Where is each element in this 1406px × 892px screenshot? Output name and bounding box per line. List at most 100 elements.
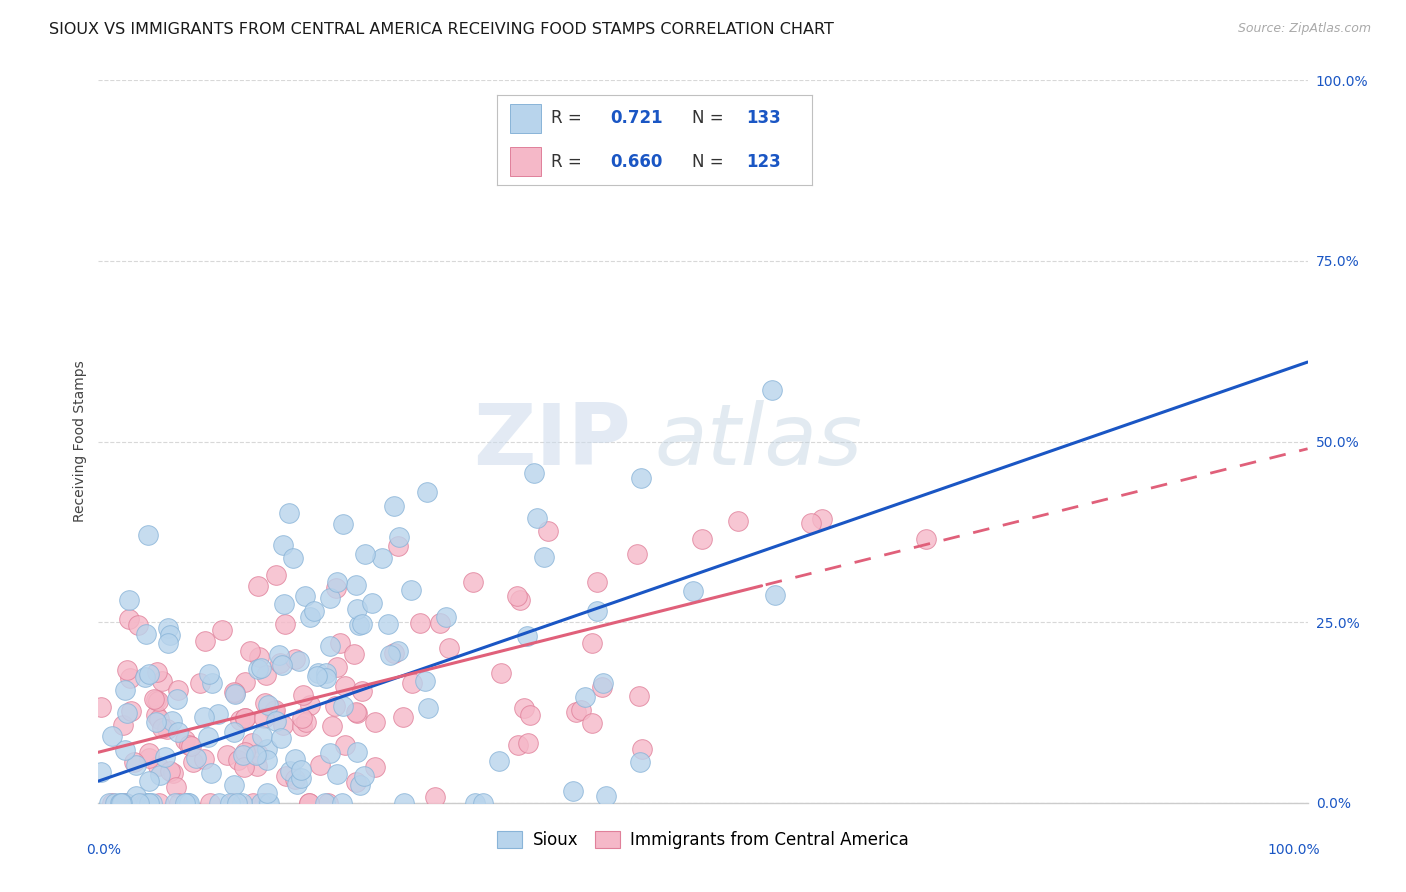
Point bbox=[586, 574, 609, 589]
Point bbox=[464, 796, 486, 810]
Point bbox=[346, 706, 368, 720]
Point bbox=[569, 703, 592, 717]
Point bbox=[387, 643, 409, 657]
Point bbox=[346, 577, 368, 591]
Point bbox=[181, 756, 204, 770]
Point bbox=[115, 706, 138, 721]
Point bbox=[416, 700, 439, 714]
Point bbox=[156, 636, 179, 650]
Point bbox=[159, 628, 181, 642]
Point bbox=[110, 796, 132, 810]
Point bbox=[184, 751, 207, 765]
Point bbox=[153, 749, 176, 764]
Point bbox=[346, 745, 368, 759]
Point bbox=[271, 718, 294, 732]
Point bbox=[378, 648, 401, 663]
Point bbox=[245, 748, 267, 763]
Point bbox=[581, 636, 603, 650]
Point bbox=[256, 698, 278, 712]
Point bbox=[326, 767, 349, 781]
Point bbox=[519, 707, 541, 722]
Point bbox=[90, 764, 112, 779]
Point bbox=[401, 675, 423, 690]
Point bbox=[157, 621, 180, 635]
Point bbox=[763, 588, 786, 602]
Point bbox=[207, 706, 229, 721]
Point bbox=[344, 775, 367, 789]
Text: atlas: atlas bbox=[655, 400, 863, 483]
Point bbox=[125, 758, 148, 772]
Point bbox=[224, 685, 246, 699]
Point bbox=[146, 759, 169, 773]
Point bbox=[382, 646, 405, 660]
Point bbox=[252, 729, 274, 743]
Point bbox=[145, 708, 167, 723]
Point bbox=[239, 644, 262, 658]
Point bbox=[138, 796, 160, 810]
Point bbox=[429, 615, 451, 630]
Point bbox=[108, 796, 131, 810]
Point bbox=[114, 682, 136, 697]
Point bbox=[354, 548, 377, 562]
Point bbox=[371, 550, 394, 565]
Point bbox=[166, 692, 188, 706]
Point bbox=[131, 796, 153, 810]
Point bbox=[246, 662, 269, 676]
Point bbox=[285, 777, 308, 791]
Point bbox=[761, 383, 783, 397]
Point bbox=[150, 721, 173, 735]
Point bbox=[914, 532, 936, 546]
Point bbox=[690, 532, 713, 546]
Point bbox=[326, 659, 349, 673]
Point bbox=[143, 692, 166, 706]
Point bbox=[122, 756, 145, 770]
Point bbox=[128, 796, 150, 810]
Point bbox=[315, 671, 337, 685]
Point bbox=[298, 796, 321, 810]
Point bbox=[141, 796, 163, 810]
Point bbox=[350, 617, 373, 632]
Point bbox=[135, 796, 157, 810]
Point bbox=[727, 514, 749, 528]
Text: ZIP: ZIP bbox=[472, 400, 630, 483]
Point bbox=[246, 759, 269, 773]
Text: Source: ZipAtlas.com: Source: ZipAtlas.com bbox=[1237, 22, 1371, 36]
Point bbox=[682, 583, 704, 598]
Point bbox=[247, 579, 270, 593]
Point bbox=[259, 796, 281, 810]
Point bbox=[271, 658, 294, 673]
Point bbox=[277, 507, 299, 521]
Point bbox=[176, 796, 198, 810]
Point bbox=[110, 796, 132, 810]
Point bbox=[98, 796, 121, 810]
Point bbox=[361, 596, 384, 610]
Point bbox=[332, 796, 354, 810]
Point bbox=[138, 773, 160, 788]
Point bbox=[271, 538, 294, 552]
Point bbox=[329, 636, 352, 650]
Point bbox=[148, 796, 170, 810]
Point bbox=[315, 665, 337, 680]
Point bbox=[509, 593, 531, 607]
Point bbox=[292, 689, 315, 703]
Point bbox=[408, 615, 430, 630]
Point bbox=[222, 796, 245, 810]
Point bbox=[626, 547, 648, 561]
Point bbox=[179, 738, 201, 752]
Point bbox=[325, 699, 347, 714]
Point bbox=[198, 796, 221, 810]
Point bbox=[413, 673, 436, 688]
Point bbox=[127, 617, 149, 632]
Point bbox=[160, 714, 183, 729]
Point bbox=[198, 667, 221, 681]
Point bbox=[278, 764, 301, 779]
Point bbox=[269, 656, 291, 670]
Point bbox=[294, 589, 316, 603]
Point bbox=[283, 551, 305, 566]
Point bbox=[231, 796, 253, 810]
Point bbox=[290, 763, 312, 777]
Point bbox=[138, 527, 160, 541]
Point bbox=[224, 725, 246, 739]
Point bbox=[256, 753, 278, 767]
Point bbox=[305, 669, 328, 683]
